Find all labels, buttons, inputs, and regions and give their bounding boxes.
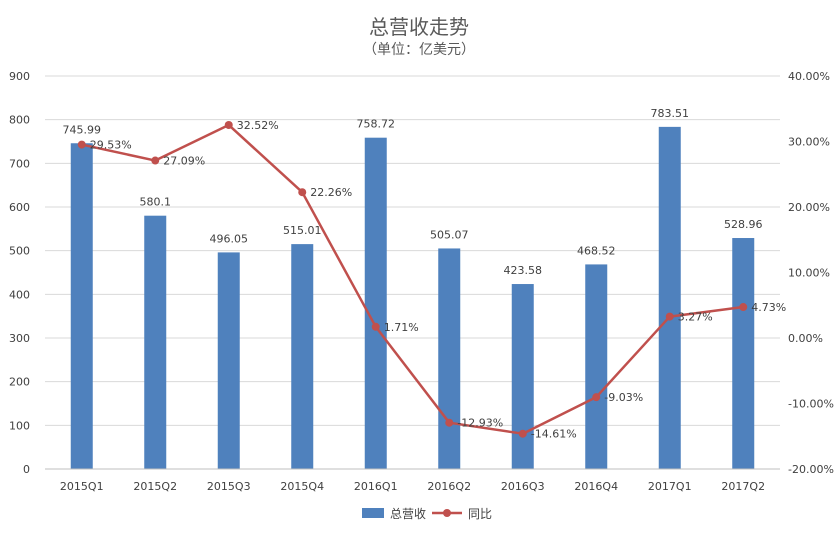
y-left-tick-label: 100 [9, 419, 30, 432]
y-left-tick-label: 700 [9, 157, 30, 170]
x-tick-label: 2016Q1 [354, 480, 398, 493]
x-tick-label: 2016Q3 [501, 480, 545, 493]
x-tick-label: 2017Q1 [648, 480, 692, 493]
x-tick-label: 2017Q2 [721, 480, 765, 493]
data-labels: 745.99 580.1 496.05 515.01 758.72 505.07 423.5… [63, 107, 787, 441]
axes: 0 100 200 300 400 500 600 700 800 900 -20.00% -10.0… [9, 70, 834, 493]
gridlines [45, 75, 780, 470]
bar-value-label: 783.51 [651, 107, 690, 120]
y-left-tick-label: 500 [9, 245, 30, 258]
bar [511, 284, 534, 469]
y-left-tick-label: 200 [9, 376, 30, 389]
bar [732, 238, 755, 469]
yoy-value-label: 1.71% [384, 321, 419, 334]
bar-value-label: 580.1 [140, 196, 172, 209]
yoy-value-label: 3.27% [678, 311, 713, 324]
legend-line-label: 同比 [468, 507, 492, 521]
yoy-point [665, 312, 674, 321]
yoy-value-label: 4.73% [751, 301, 786, 314]
y-right-tick-label: 30.00% [788, 136, 830, 149]
bar-value-label: 468.52 [577, 244, 616, 257]
yoy-point [224, 120, 233, 129]
yoy-value-label: 32.52% [237, 119, 279, 132]
y-right-tick-label: -20.00% [788, 463, 834, 476]
bar-value-label: 528.96 [724, 218, 763, 231]
x-tick-label: 2015Q1 [60, 480, 104, 493]
bar-value-label: 505.07 [430, 228, 469, 241]
y-left-tick-label: 300 [9, 332, 30, 345]
bar-value-label: 758.72 [357, 118, 396, 131]
x-tick-label: 2015Q2 [133, 480, 177, 493]
y-left-tick-label: 800 [9, 114, 30, 127]
x-tick-label: 2016Q4 [574, 480, 618, 493]
yoy-value-label: 22.26% [310, 186, 352, 199]
yoy-point [518, 429, 527, 438]
bar [438, 248, 461, 469]
yoy-point [592, 393, 601, 402]
line-series [77, 120, 748, 438]
yoy-value-label: -14.61% [531, 428, 577, 441]
yoy-point [739, 303, 748, 312]
yoy-point [445, 418, 454, 427]
y-right-tick-label: 0.00% [788, 332, 823, 345]
yoy-point [298, 188, 307, 197]
yoy-value-label: -9.03% [604, 391, 643, 404]
x-tick-label: 2016Q2 [427, 480, 471, 493]
bar-series [70, 126, 755, 469]
yoy-point [77, 140, 86, 149]
yoy-point [371, 322, 380, 331]
yoy-line [81, 123, 744, 435]
yoy-value-label: -12.93% [457, 417, 503, 430]
bar [144, 215, 167, 469]
bar-value-label: 423.58 [504, 264, 543, 277]
yoy-value-label: 29.53% [90, 139, 132, 152]
y-right-tick-label: -10.00% [788, 398, 834, 411]
bar [217, 252, 240, 469]
bar-value-label: 496.05 [210, 232, 249, 245]
bar-value-label: 515.01 [283, 224, 322, 237]
y-left-tick-label: 0 [23, 463, 30, 476]
bar-value-label: 745.99 [63, 123, 102, 136]
bar [658, 126, 681, 469]
legend-bar-label: 总营收 [390, 507, 426, 521]
chart-title: 总营收走势 [369, 15, 469, 39]
y-right-tick-label: 20.00% [788, 201, 830, 214]
x-tick-label: 2015Q3 [207, 480, 251, 493]
legend-bar-swatch [362, 508, 384, 518]
x-tick-label: 2015Q4 [280, 480, 324, 493]
y-left-tick-label: 400 [9, 288, 30, 301]
yoy-value-label: 27.09% [163, 155, 205, 168]
chart-subtitle: （单位：亿美元） [363, 42, 475, 58]
y-left-tick-label: 900 [9, 70, 30, 83]
legend[interactable]: 总营收 同比 [362, 507, 492, 521]
y-left-tick-label: 600 [9, 201, 30, 214]
y-right-tick-label: 10.00% [788, 267, 830, 280]
legend-line-marker [443, 509, 451, 517]
y-right-tick-label: 40.00% [788, 70, 830, 83]
bar [291, 244, 314, 469]
bar [585, 264, 608, 469]
yoy-point [151, 156, 160, 165]
bar [364, 137, 387, 469]
bar [70, 143, 93, 469]
